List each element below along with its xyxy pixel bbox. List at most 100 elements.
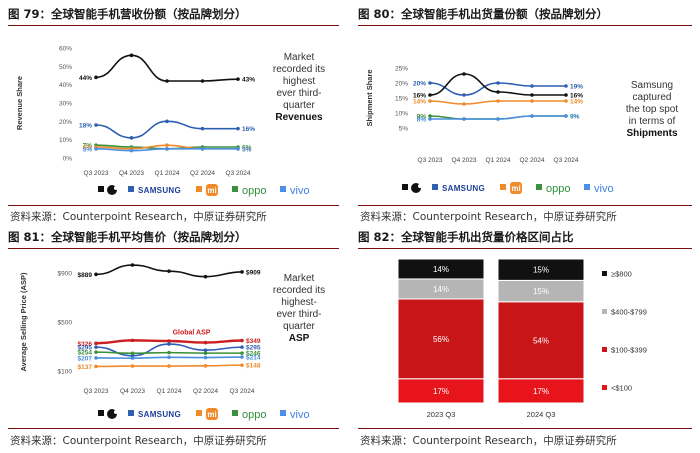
price-band-stacked-chart: 17% 56% 14% 14% 2023 Q3 17% 54% 15% 15% 2024 Q3 ≥$… bbox=[397, 258, 647, 419]
fig80-xtick-0: Q3 2023 bbox=[418, 157, 443, 164]
fig79-legend-swatch-vivo bbox=[280, 186, 286, 192]
fig80-xtick-3: Q2 2024 bbox=[520, 157, 545, 164]
fig80-start-label-oppo: 9% bbox=[417, 114, 427, 121]
fig81-legend-swatch-samsung bbox=[128, 410, 134, 416]
fig81-legend-samsung-text: SAMSUNG bbox=[138, 410, 181, 419]
fig82-bar-label--400-799-1: 15% bbox=[533, 287, 549, 296]
fig79-legend-apple-bite bbox=[114, 186, 118, 190]
fig80-xtick-4: Q3 2024 bbox=[554, 157, 579, 164]
fig81-ytick-1: $500 bbox=[58, 320, 73, 327]
fig81-point-global-asp-1 bbox=[130, 338, 135, 343]
fig79-start-label-oppo: 7% bbox=[83, 143, 93, 150]
fig79-ytick-1: 10% bbox=[59, 137, 72, 144]
fig81-point-xiaomi-3 bbox=[203, 364, 208, 368]
figure-79-title: 图 79：全球智能手机营收份额（按品牌划分） bbox=[8, 7, 247, 21]
fig81-point-vivo-0 bbox=[94, 356, 98, 360]
fig80-end-label-xiaomi: 14% bbox=[570, 99, 583, 106]
fig79-legend-swatch-samsung bbox=[128, 186, 134, 192]
fig81-legend-swatch-oppo bbox=[232, 410, 238, 416]
fig81-point-global-asp-2 bbox=[167, 339, 171, 343]
fig80-point-xiaomi-1 bbox=[462, 102, 466, 106]
fig80-legend-mi-icon bbox=[510, 182, 522, 194]
fig79-start-label-vivo: 5% bbox=[83, 146, 93, 153]
fig79-point-apple-0 bbox=[94, 75, 98, 80]
fig80-start-label-apple: 16% bbox=[413, 93, 426, 100]
fig80-point-apple-0 bbox=[428, 93, 432, 97]
fig80-end-label-samsung: 19% bbox=[570, 84, 583, 91]
fig80-point-xiaomi-4 bbox=[564, 99, 568, 103]
fig81-point-oppo-4 bbox=[240, 351, 244, 355]
fig79-start-label-apple: 44% bbox=[79, 75, 92, 82]
fig82-bar-label--100-399-1: 54% bbox=[533, 336, 549, 345]
fig80-end-label-vivo: 9% bbox=[570, 114, 580, 121]
figure-81-source: 资料来源：Counterpoint Research，中原证券研究所 bbox=[10, 435, 267, 447]
fig79-point-vivo-2 bbox=[165, 147, 169, 151]
fig82-bar--100-1 bbox=[497, 378, 585, 404]
fig79-point-apple-4 bbox=[236, 77, 240, 81]
fig79-ytick-2: 20% bbox=[59, 119, 72, 126]
fig81-point-oppo-3 bbox=[203, 351, 208, 355]
fig80-legend-swatch-oppo bbox=[536, 184, 542, 190]
fig80-ytick-4: 25% bbox=[395, 66, 408, 73]
fig81-point-samsung-0 bbox=[94, 345, 98, 349]
fig80-legend-vivo-text: vivo bbox=[594, 183, 614, 195]
figure-81-note: Market recorded its highest- ever third-… bbox=[272, 273, 326, 344]
fig79-start-label-xiaomi: 6% bbox=[83, 145, 93, 152]
fig82-legend-swatch--800 bbox=[602, 271, 607, 276]
fig81-legend-apple-bite bbox=[114, 410, 118, 414]
fig80-ytick-1: 10% bbox=[395, 111, 408, 118]
fig79-point-samsung-4 bbox=[236, 126, 240, 131]
fig80-point-apple-3 bbox=[530, 93, 534, 97]
fig80-point-xiaomi-0 bbox=[428, 99, 432, 103]
fig80-ylabel: Shipment Share bbox=[365, 69, 374, 126]
fig81-end-label-global-asp: $349 bbox=[246, 338, 261, 345]
fig80-legend-apple-bite bbox=[418, 184, 422, 188]
fig81-point-apple-2 bbox=[167, 269, 171, 273]
figure-79-source: 资料来源：Counterpoint Research，中原证券研究所 bbox=[10, 211, 267, 223]
fig82-bar-label--800-0: 14% bbox=[433, 265, 449, 274]
figure-80-title: 图 80：全球智能手机出货量份额（按品牌划分） bbox=[358, 7, 609, 21]
fig79-point-apple-3 bbox=[200, 79, 205, 83]
fig80-end-label-apple: 16% bbox=[570, 93, 583, 100]
fig79-end-label-vivo: 5% bbox=[242, 146, 252, 153]
fig82-legend-label--100-399: $100-$399 bbox=[611, 346, 647, 355]
fig81-end-label-oppo: $246 bbox=[246, 351, 261, 358]
figure-81-chart: Average Selling Price (ASP) $100 $500 $900 Q… bbox=[10, 253, 336, 425]
fig79-start-label-samsung: 18% bbox=[79, 123, 92, 130]
fig82-bar-label--100-399-0: 56% bbox=[433, 335, 449, 344]
fig80-end-label-oppo: 9% bbox=[570, 114, 580, 121]
fig80-ytick-2: 15% bbox=[395, 96, 408, 103]
fig80-ytick-0: 5% bbox=[399, 126, 409, 133]
fig80-start-label-xiaomi: 14% bbox=[413, 99, 426, 106]
fig79-legend-mi-text: mi bbox=[207, 186, 216, 195]
fig79-point-samsung-3 bbox=[200, 126, 205, 131]
fig81-point-global-asp-0 bbox=[94, 341, 98, 346]
fig81-point-samsung-4 bbox=[240, 345, 244, 349]
fig79-legend-swatch-oppo bbox=[232, 186, 238, 192]
fig81-annotation-global-asp: Global ASP bbox=[173, 330, 211, 337]
fig81-start-label-apple: $889 bbox=[78, 272, 93, 279]
fig79-legend-vivo-text: vivo bbox=[290, 185, 310, 197]
figure-82-title: 图 82：全球智能手机出货量价格区间占比 bbox=[358, 230, 574, 244]
fig80-point-apple-2 bbox=[496, 90, 500, 94]
fig79-point-apple-1 bbox=[129, 53, 134, 58]
fig81-point-oppo-2 bbox=[167, 350, 171, 355]
fig81-legend-mi-icon bbox=[206, 408, 218, 420]
fig81-point-oppo-1 bbox=[130, 351, 135, 356]
fig82-legend-swatch--400-799 bbox=[602, 309, 607, 314]
figure-80-note: Samsung captured the top spot in terms o… bbox=[625, 80, 679, 139]
fig80-ytick-3: 20% bbox=[395, 81, 408, 88]
fig81-ylabel: Average Selling Price (ASP) bbox=[19, 272, 28, 371]
fig82-xtick-1: 2024 Q3 bbox=[527, 410, 556, 419]
fig80-legend-swatch-samsung bbox=[432, 184, 438, 190]
fig81-point-xiaomi-4 bbox=[240, 363, 244, 367]
fig81-point-samsung-2 bbox=[167, 342, 171, 346]
fig81-legend-mi-text: mi bbox=[207, 410, 216, 419]
fig80-start-label-vivo: 8% bbox=[417, 117, 427, 124]
fig81-start-label-oppo: $254 bbox=[78, 350, 93, 357]
fig79-point-samsung-2 bbox=[165, 119, 169, 124]
fig82-bar--800-1 bbox=[497, 258, 585, 281]
fig81-xtick-2: Q1 2024 bbox=[157, 388, 182, 395]
fig79-point-vivo-0 bbox=[94, 147, 98, 151]
fig79-legend-swatch-xiaomi bbox=[196, 186, 202, 192]
